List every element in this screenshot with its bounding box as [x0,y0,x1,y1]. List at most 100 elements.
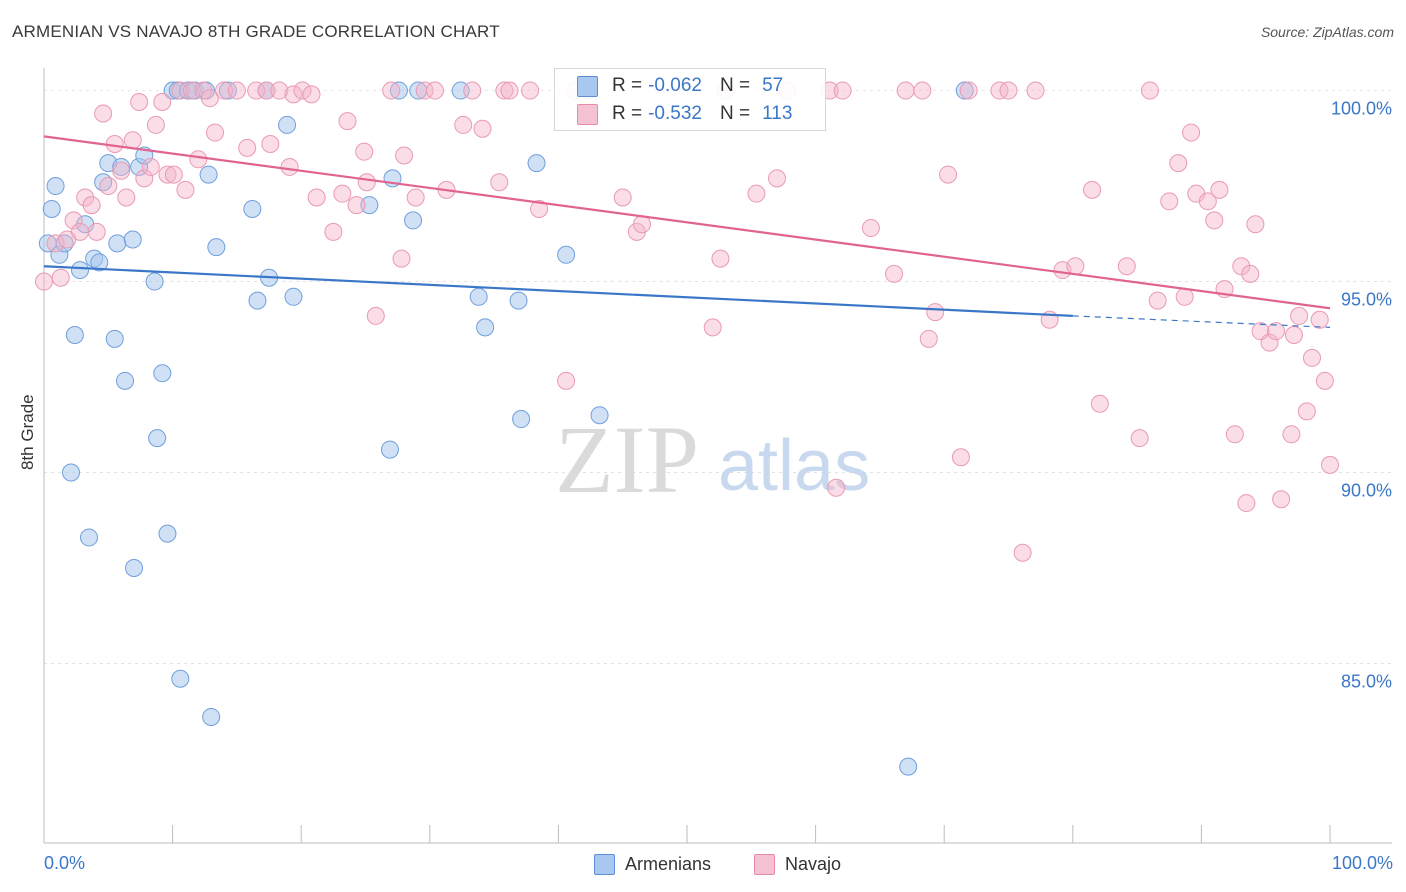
navajo-point [473,119,492,138]
navajo-point [261,135,280,154]
navajo-point [392,249,411,268]
navajo-point [454,115,473,134]
navajo-point [164,165,183,184]
armenians-point [955,81,974,100]
navajo-point [1225,425,1244,444]
navajo-point [1284,326,1303,345]
armenians-point [590,406,609,425]
navajo-point [51,268,70,287]
legend-item-navajo[interactable]: Navajo [754,852,841,876]
stats-legend: R = -0.062 N = 57 R = -0.532 N = 113 [554,68,826,131]
navajo-point [94,104,113,123]
armenians-point [899,757,918,776]
armenians-point [218,81,237,100]
armenians-point [512,410,531,429]
navajo-point [747,184,766,203]
navajo-point [76,188,95,207]
navajo-point [613,188,632,207]
navajo-point [280,157,299,176]
navajo-point [1232,257,1251,276]
navajo-point [1013,543,1032,562]
navajo-point [1182,123,1201,142]
navajo-point [270,81,289,100]
navajo-point [926,303,945,322]
navajo-point [415,81,434,100]
armenians-point [105,329,124,348]
x-tick-label-left: 0.0% [44,853,85,873]
tick-labels: 100.0% 95.0% 90.0% 85.0% 0.0% 100.0% [44,99,1393,873]
armenians-point [476,318,495,337]
armenians-point [527,154,546,173]
armenians-point [199,165,218,184]
armenians-point [360,196,379,215]
navajo-point [861,219,880,238]
navajo-point [1260,333,1279,352]
navajo-point [238,138,257,157]
legend-r-value: -0.532 [648,103,702,124]
armenians-point [509,291,528,310]
navajo-point [425,81,444,100]
navajo-point [406,188,425,207]
armenians-point [148,429,167,448]
navajo-point [1083,180,1102,199]
navajo-point [82,196,101,215]
navajo-point [227,81,246,100]
legend-r-value: -0.062 [648,75,702,96]
source-credit: Source: ZipAtlas.com [1260,24,1394,40]
navajo-point [247,81,266,100]
armenians-point [112,157,131,176]
trend-lines [43,135,1331,328]
legend-row-navajo: R = -0.532 N = 113 [577,102,792,126]
navajo-point [46,234,65,253]
navajo-point [284,85,303,104]
watermark-zip: ZIP [555,406,699,513]
y-tick-label: 90.0% [1341,481,1392,501]
legend-r-label: R = [612,75,643,96]
navajo-point [1321,455,1339,474]
legend-n-value: 57 [762,75,784,96]
navajo-point [1266,322,1285,341]
legend-n-label: N = [719,103,751,124]
navajo-point [1210,180,1229,199]
navajo-point [939,165,958,184]
armenians-point [46,177,65,196]
navajo-point [827,478,846,497]
navajo-point [463,81,482,100]
navajo-point [366,306,385,325]
armenians-point [153,364,172,383]
armenians-point [278,115,297,134]
armenians-point [207,238,226,257]
armenians-point [404,211,423,230]
navajo-point [913,81,932,100]
navajo-point [87,222,106,241]
navajo-point [355,142,374,161]
legend-row-armenians: R = -0.062 N = 57 [577,74,783,98]
navajo-point [1140,81,1159,100]
armenians-point [389,81,408,100]
data-points [35,81,1339,776]
navajo-point [530,199,549,218]
chart-title: ARMENIAN VS NAVAJO 8TH GRADE CORRELATION… [12,22,500,41]
armenians-point [243,199,262,218]
armenians-trend-line [43,265,1073,318]
navajo-point [768,169,787,188]
grid-lines [44,90,1392,664]
armenians-point [248,291,267,310]
navajo-point [333,184,352,203]
navajo-point [896,81,915,100]
navajo-point [347,196,366,215]
navajo-point [357,173,376,192]
legend-n-value: 113 [762,103,793,124]
navajo-point [1148,291,1167,310]
y-tick-label: 100.0% [1331,99,1392,119]
navajo-point [1302,348,1321,367]
legend-r-label: R = [612,103,643,124]
navajo-trend-line [43,135,1331,310]
navajo-point [99,177,118,196]
y-axis-label: 8th Grade [18,394,37,470]
armenians-trend-extension [1072,315,1331,328]
y-tick-label: 95.0% [1341,290,1392,310]
legend-item-armenians[interactable]: Armenians [594,852,711,876]
navajo-point [189,150,208,169]
